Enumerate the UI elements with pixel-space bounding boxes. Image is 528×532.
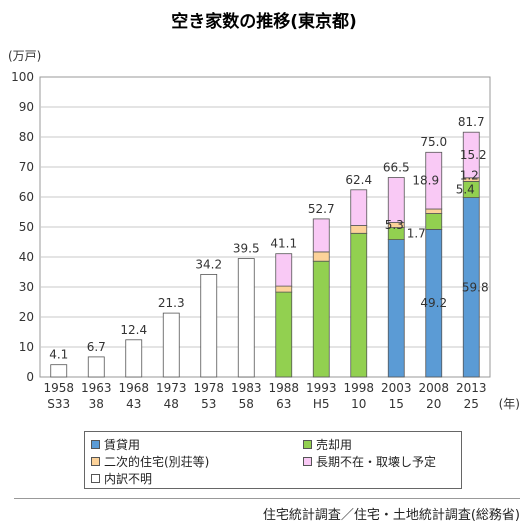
legend-swatch-sale <box>303 440 312 449</box>
y-tick-label: 40 <box>19 250 34 264</box>
x-tick-era: 48 <box>164 397 179 411</box>
x-axis-unit-label: (年) <box>499 397 520 411</box>
total-label: 6.7 <box>87 340 106 354</box>
total-label: 75.0 <box>420 135 447 149</box>
y-tick-label: 80 <box>19 130 34 144</box>
total-label: 66.5 <box>383 161 410 175</box>
x-tick-year: 2008 <box>418 381 449 395</box>
x-tick-era: 58 <box>239 397 254 411</box>
y-tick-label: 0 <box>26 370 34 384</box>
x-tick-year: 1988 <box>268 381 299 395</box>
bar-long_term <box>350 189 368 226</box>
bar-long_term <box>387 177 405 223</box>
y-tick-label: 90 <box>19 100 34 114</box>
bar-secondary <box>425 208 443 214</box>
total-label: 21.3 <box>158 296 185 310</box>
segment-data-label: 18.9 <box>412 174 439 188</box>
x-tick-era: 53 <box>201 397 216 411</box>
x-tick-year: 1993 <box>306 381 337 395</box>
x-tick-era: 25 <box>464 397 479 411</box>
x-tick-era: 43 <box>126 397 141 411</box>
segment-data-label: 59.8 <box>462 280 489 294</box>
x-tick-year: 2013 <box>456 381 487 395</box>
bar-long_term <box>462 131 480 179</box>
x-tick-year: 1968 <box>118 381 149 395</box>
bar-sale <box>275 291 293 378</box>
x-tick-era: S33 <box>47 397 70 411</box>
legend-item-long-term: 長期不在・取壊し予定 <box>303 453 436 470</box>
segment-data-label: 15.2 <box>460 148 487 162</box>
x-tick-era: 15 <box>389 397 404 411</box>
y-axis-unit-label: (万戸) <box>8 49 41 63</box>
bar-unclassified <box>200 273 218 378</box>
y-tick-label: 10 <box>19 340 34 354</box>
segment-data-label: 1.7 <box>407 227 426 241</box>
x-tick-era: 20 <box>426 397 441 411</box>
legend-label-secondary: 二次的住宅(別荘等) <box>104 455 210 469</box>
total-label: 81.7 <box>458 115 485 129</box>
y-tick-label: 50 <box>19 220 34 234</box>
segment-data-label: 5.4 <box>456 183 475 197</box>
bar-unclassified <box>125 339 143 378</box>
legend-label-long-term: 長期不在・取壊し予定 <box>316 455 437 469</box>
total-label: 34.2 <box>195 257 222 271</box>
bar-secondary <box>312 251 330 262</box>
segment-data-label: 49.2 <box>420 296 447 310</box>
x-tick-year: 1998 <box>343 381 374 395</box>
bar-unclassified <box>50 364 68 378</box>
bar-long_term <box>425 151 443 210</box>
y-tick-label: 20 <box>19 310 34 324</box>
segment-data-label: 1.2 <box>460 169 479 183</box>
bar-long_term <box>312 218 330 253</box>
x-tick-year: 1983 <box>231 381 262 395</box>
legend-swatch-secondary <box>91 457 100 466</box>
total-label: 4.1 <box>49 348 68 362</box>
y-tick-label: 100 <box>11 70 34 84</box>
total-label: 62.4 <box>345 173 372 187</box>
legend-item-sale: 売却用 <box>303 436 352 453</box>
x-tick-era: 63 <box>276 397 291 411</box>
x-tick-era: 10 <box>351 397 366 411</box>
y-tick-label: 70 <box>19 160 34 174</box>
legend-label-rental: 賃貸用 <box>104 438 141 452</box>
bar-unclassified <box>237 258 255 378</box>
legend-item-rental: 賃貸用 <box>91 436 140 453</box>
chart-legend: 賃貸用 売却用 二次的住宅(別荘等) 長期不在・取壊し予定 内訳不明 <box>84 431 462 489</box>
bar-sale <box>350 232 368 378</box>
bar-rental <box>387 239 405 378</box>
x-tick-era: 38 <box>89 397 104 411</box>
bar-sale <box>312 260 330 378</box>
x-tick-year: 1973 <box>156 381 187 395</box>
legend-item-unclassified: 内訳不明 <box>91 470 152 487</box>
bar-long_term <box>275 253 293 287</box>
y-tick-label: 30 <box>19 280 34 294</box>
total-label: 39.5 <box>233 242 260 256</box>
x-tick-year: 2003 <box>381 381 412 395</box>
footer-divider <box>14 498 520 499</box>
total-label: 41.1 <box>270 237 297 251</box>
segment-data-label: 5.3 <box>385 218 404 232</box>
legend-item-secondary: 二次的住宅(別荘等) <box>91 453 209 470</box>
legend-swatch-rental <box>91 440 100 449</box>
legend-swatch-unclassified <box>91 474 100 483</box>
total-label: 52.7 <box>308 202 335 216</box>
x-tick-year: 1978 <box>193 381 224 395</box>
bar-sale <box>425 213 443 230</box>
chart-title: 空き家数の推移(東京都) <box>171 11 357 32</box>
x-tick-year: 1958 <box>43 381 74 395</box>
legend-label-unclassified: 内訳不明 <box>104 472 153 486</box>
x-tick-era: H5 <box>313 397 330 411</box>
source-note: 住宅統計調査／住宅・土地統計調査(総務省) <box>262 508 520 523</box>
bar-secondary <box>350 225 368 234</box>
bar-unclassified <box>162 312 180 378</box>
legend-label-sale: 売却用 <box>316 438 353 452</box>
bar-unclassified <box>87 356 105 378</box>
legend-swatch-long-term <box>303 457 312 466</box>
bar-secondary <box>275 285 293 293</box>
y-tick-label: 60 <box>19 190 34 204</box>
x-tick-year: 1963 <box>81 381 112 395</box>
total-label: 12.4 <box>120 323 147 337</box>
